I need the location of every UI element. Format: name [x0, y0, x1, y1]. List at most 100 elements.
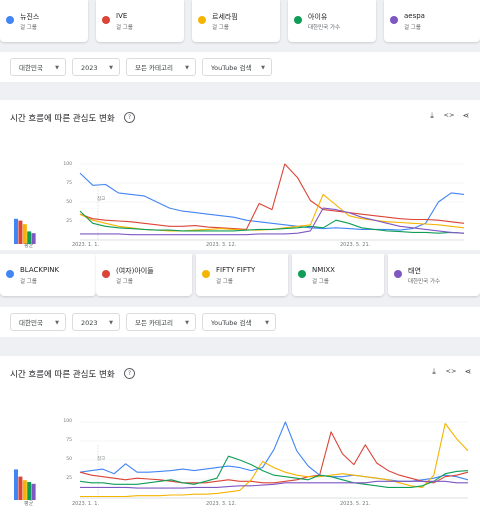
card-name: FIFTY FIFTY [216, 266, 256, 274]
average-bar-chart [14, 218, 36, 244]
card-subtitle: 걸 그룹 [312, 279, 329, 285]
series-line-4[interactable] [79, 455, 469, 488]
card-name: BLACKPINK [20, 266, 60, 274]
series-line-2[interactable] [79, 431, 469, 484]
x-tick-label: 2023. 3. 12. [206, 242, 237, 248]
compare-card-3[interactable]: 르세라핌 걸 그룹 [192, 0, 280, 42]
category-dropdown[interactable]: 모든 카테고리 ▼ [126, 58, 196, 76]
help-icon[interactable]: ? [124, 368, 135, 379]
compare-card-1[interactable]: 뉴진스 걸 그룹 [0, 0, 88, 42]
y-tick-label: 75 [66, 181, 72, 186]
share-icon[interactable]: ⋖ [464, 367, 472, 376]
series-line-5[interactable] [80, 480, 468, 489]
series-line-1[interactable] [79, 421, 469, 482]
help-icon[interactable]: ? [124, 112, 135, 123]
card-subtitle: 걸 그룹 [116, 279, 133, 285]
series-line-3[interactable] [79, 193, 465, 232]
series-line-5[interactable] [80, 207, 465, 236]
average-bar-4 [27, 231, 32, 244]
region-value: 대한민국 [19, 319, 43, 327]
year-dropdown[interactable]: 2023 ▼ [72, 313, 120, 331]
caret-down-icon: ▼ [55, 320, 59, 326]
compare-card-4[interactable]: 아이유 대한민국 가수 [288, 0, 376, 42]
card-subtitle: 걸 그룹 [404, 25, 421, 31]
card-name: aespa [404, 12, 425, 20]
series-color-dot [6, 16, 14, 24]
download-icon[interactable]: ⤓ [430, 111, 434, 120]
filter-row-bottom: 대한민국 ▼ 2023 ▼ 모든 카테고리 ▼ YouTube 검색 ▼ [0, 307, 480, 337]
series-color-dot [294, 16, 302, 24]
compare-card-2[interactable]: (여자)아이들 걸 그룹 [96, 254, 192, 296]
average-bar-3 [22, 224, 27, 244]
series-color-dot [6, 270, 14, 278]
year-dropdown[interactable]: 2023 ▼ [72, 58, 120, 76]
search-type-dropdown[interactable]: YouTube 검색 ▼ [202, 58, 272, 76]
region-dropdown[interactable]: 대한민국 ▼ [10, 58, 66, 76]
series-line-1[interactable] [79, 172, 465, 231]
compare-card-5[interactable]: 태연 대한민국 가수 [388, 254, 480, 296]
embed-icon[interactable]: <> [445, 367, 457, 375]
series-line-2[interactable] [79, 163, 465, 230]
average-bar-chart [14, 469, 36, 500]
compare-card-2[interactable]: IVE 걸 그룹 [96, 0, 184, 42]
series-color-dot [102, 16, 110, 24]
y-tick-label: 100 [63, 162, 72, 167]
card-subtitle: 걸 그룹 [216, 279, 233, 285]
card-subtitle: 걸 그룹 [116, 25, 133, 31]
download-icon[interactable]: ⤓ [432, 367, 436, 376]
card-subtitle: 대한민국 가수 [308, 25, 341, 31]
compare-card-5[interactable]: aespa 걸 그룹 [384, 0, 480, 42]
compare-card-1[interactable]: BLACKPINK 걸 그룹 [0, 254, 96, 296]
series-line-3[interactable] [80, 422, 469, 498]
caret-down-icon: ▼ [109, 65, 113, 71]
average-bar-3 [22, 480, 27, 500]
series-color-dot [198, 16, 206, 24]
search-type-dropdown[interactable]: YouTube 검색 ▼ [202, 313, 276, 331]
series-color-dot [394, 270, 402, 278]
top-compare-strip: 뉴진스 걸 그룹 IVE 걸 그룹 르세라핌 걸 그룹 아이유 대한민국 가수 … [0, 0, 480, 42]
series-color-dot [390, 16, 398, 24]
card-name: 아이유 [308, 13, 328, 21]
category-value: 모든 카테고리 [135, 319, 173, 327]
average-bar-1 [14, 218, 18, 244]
year-value: 2023 [81, 64, 98, 72]
x-tick-label: 2023. 1. 1. [72, 501, 100, 507]
x-tick-label: 2023. 5. 21. [340, 242, 371, 248]
region-value: 대한민국 [19, 64, 43, 72]
category-dropdown[interactable]: 모든 카테고리 ▼ [126, 313, 196, 331]
card-subtitle: 대한민국 가수 [408, 279, 441, 285]
note-marker-label: 참고 [97, 197, 106, 202]
note-marker-label: 참고 [97, 457, 106, 462]
share-icon[interactable]: ⋖ [462, 111, 470, 120]
series-color-dot [298, 270, 306, 278]
card-name: 태연 [408, 267, 421, 275]
average-bar-5 [31, 233, 36, 244]
region-dropdown[interactable]: 대한민국 ▼ [10, 313, 66, 331]
average-label: 평균 [24, 243, 34, 249]
panel-title: 시간 흐름에 따른 관심도 변화 [10, 370, 115, 380]
caret-down-icon: ▼ [55, 65, 59, 71]
series-line-4[interactable] [79, 210, 465, 234]
average-bar-2 [18, 476, 23, 500]
search-type-value: YouTube 검색 [211, 319, 252, 327]
x-tick-label: 2023. 5. 21. [340, 501, 371, 507]
y-tick-label: 100 [63, 419, 72, 424]
category-value: 모든 카테고리 [135, 64, 173, 72]
series-color-dot [102, 270, 110, 278]
card-subtitle: 걸 그룹 [212, 25, 229, 31]
caret-down-icon: ▼ [265, 320, 269, 326]
y-tick-label: 50 [66, 457, 72, 462]
bottom-compare-strip: BLACKPINK 걸 그룹 (여자)아이들 걸 그룹 FIFTY FIFTY … [0, 254, 480, 296]
year-value: 2023 [81, 319, 98, 327]
card-name: IVE [116, 12, 128, 20]
y-tick-label: 25 [66, 476, 72, 481]
compare-card-4[interactable]: NMIXX 걸 그룹 [292, 254, 384, 296]
average-bar-1 [14, 469, 18, 500]
compare-card-3[interactable]: FIFTY FIFTY 걸 그룹 [196, 254, 288, 296]
interest-line-chart [79, 163, 465, 241]
card-name: (여자)아이들 [116, 267, 154, 275]
embed-icon[interactable]: <> [443, 111, 455, 119]
card-subtitle: 걸 그룹 [20, 25, 37, 31]
y-tick-label: 50 [66, 200, 72, 205]
caret-down-icon: ▼ [185, 320, 189, 326]
